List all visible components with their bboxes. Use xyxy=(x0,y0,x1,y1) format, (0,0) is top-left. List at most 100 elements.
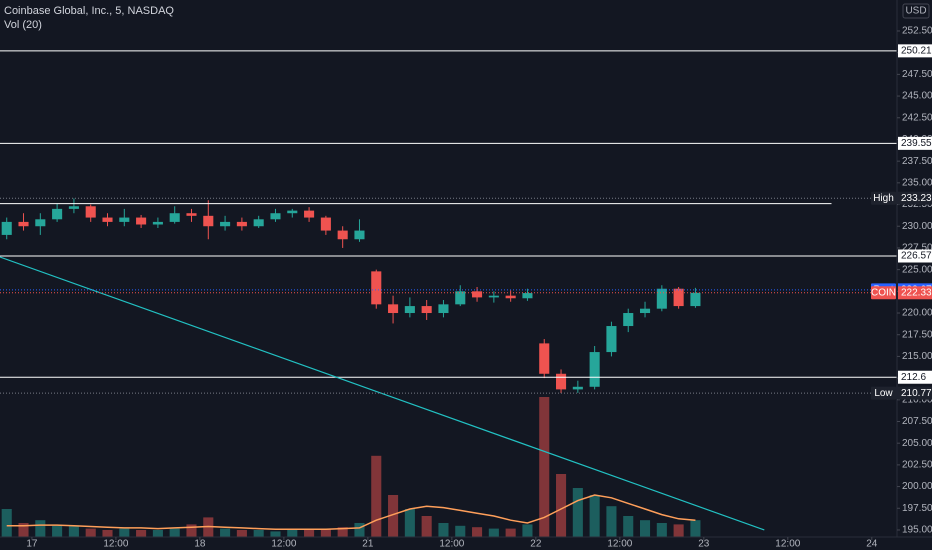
volume-bar xyxy=(337,527,348,537)
plot-area xyxy=(0,50,897,537)
price-tag-box xyxy=(898,191,932,205)
price-tag-box xyxy=(898,386,932,400)
y-tick-label: 227.50 xyxy=(902,243,932,254)
y-tick-label: 247.50 xyxy=(902,69,932,80)
y-tick-label: 200.00 xyxy=(902,481,932,492)
volume-bar xyxy=(1,509,12,537)
volume-bar xyxy=(539,397,550,537)
level-tag-label: 226.57 xyxy=(901,251,932,262)
candle-body xyxy=(136,217,147,225)
y-tick-label: 237.50 xyxy=(902,156,932,167)
y-tick-label: 245.00 xyxy=(902,91,932,102)
candle-body xyxy=(220,221,231,227)
candle-body xyxy=(152,221,163,225)
volume-bar xyxy=(253,530,264,537)
volume-bar xyxy=(102,530,113,537)
candle-body xyxy=(472,291,483,298)
candle-body xyxy=(18,221,29,227)
candle-body xyxy=(606,326,617,353)
candle-body xyxy=(320,217,331,231)
level-tag-label: 239.55 xyxy=(901,138,932,149)
candle-body xyxy=(438,304,449,314)
price-tag-box xyxy=(898,286,932,300)
trend-line xyxy=(0,256,765,531)
candle-body xyxy=(68,206,79,209)
candle-body xyxy=(421,306,432,314)
y-tick-label: 217.50 xyxy=(902,329,932,340)
volume-bar xyxy=(522,524,533,537)
candle-body xyxy=(522,293,533,299)
candle-body xyxy=(539,343,550,374)
candle-body xyxy=(505,295,516,299)
y-tick-label: 242.50 xyxy=(902,112,932,123)
level-tag-label: 250.21 xyxy=(901,45,932,56)
price-tag-name-box xyxy=(871,191,896,205)
currency-box[interactable] xyxy=(902,3,930,19)
volume-bar xyxy=(606,506,617,537)
y-tick-label: 252.50 xyxy=(902,26,932,37)
volume-bar xyxy=(287,530,298,537)
volume-bar xyxy=(304,530,315,537)
volume-bar xyxy=(673,524,684,537)
level-tag xyxy=(898,136,932,150)
volume-bar xyxy=(18,523,29,537)
candle-body xyxy=(304,210,315,218)
candle-body xyxy=(169,213,180,222)
price-tag-value: 222.33 xyxy=(901,287,932,298)
volume-bar xyxy=(85,528,96,537)
volume-bar xyxy=(556,474,567,537)
candle-body xyxy=(371,271,382,305)
volume-bar xyxy=(35,520,46,537)
volume-bar xyxy=(488,528,499,537)
x-tick-label: 24 xyxy=(866,539,878,550)
volume-bar xyxy=(690,520,701,537)
candle-body xyxy=(203,215,214,227)
axis-layer: 195.00 197.50 200.00 202.50 205.00 207.50 210.… xyxy=(26,26,932,550)
candle-body xyxy=(404,306,415,314)
volume-bar xyxy=(656,523,667,537)
volume-bar xyxy=(270,531,281,537)
x-tick-label: 23 xyxy=(698,539,710,550)
y-tick-label: 205.00 xyxy=(902,438,932,449)
candle-body xyxy=(354,230,365,240)
candle-body xyxy=(623,313,634,327)
candle-body xyxy=(556,373,567,390)
candle-body xyxy=(35,219,46,227)
candle-body xyxy=(186,213,197,216)
candle-body xyxy=(690,292,701,307)
volume-bar xyxy=(119,528,130,537)
y-tick-label: 207.50 xyxy=(902,416,932,427)
price-tag-name-box xyxy=(871,386,896,400)
volume-label: Vol (20) xyxy=(4,19,42,31)
y-tick-label: 225.00 xyxy=(902,264,932,275)
candle-body xyxy=(572,386,583,390)
level-tag xyxy=(898,44,932,58)
volume-bar xyxy=(169,528,180,537)
volume-bar xyxy=(404,509,415,537)
chart-title: Coinbase Global, Inc., 5, NASDAQ xyxy=(4,5,174,17)
volume-bar xyxy=(354,523,365,537)
volume-bar xyxy=(438,523,449,537)
volume-bar xyxy=(455,525,466,537)
y-tick-label: 235.00 xyxy=(902,177,932,188)
x-tick-label: 12:00 xyxy=(271,539,296,550)
candle-body xyxy=(85,206,96,218)
candle-body xyxy=(673,288,684,307)
x-tick-label: 22 xyxy=(530,539,542,550)
x-tick-label: 17 xyxy=(26,539,38,550)
volume-bar xyxy=(505,528,516,537)
volume-bar xyxy=(152,530,163,537)
y-tick-label: 202.50 xyxy=(902,460,932,471)
candle-body xyxy=(52,208,63,220)
volume-ma xyxy=(6,494,696,531)
volume-bar xyxy=(639,520,651,537)
candle-body xyxy=(102,217,113,222)
level-tag-label: 212.6 xyxy=(901,372,926,383)
y-tick-label: 195.00 xyxy=(902,525,932,536)
candle-body xyxy=(119,217,130,222)
x-tick-label: 12:00 xyxy=(439,539,464,550)
currency[interactable]: USD xyxy=(905,6,926,17)
price-axis xyxy=(897,0,932,550)
y-tick-label: 210.00 xyxy=(902,394,932,405)
price-tag-name: High xyxy=(873,193,894,204)
